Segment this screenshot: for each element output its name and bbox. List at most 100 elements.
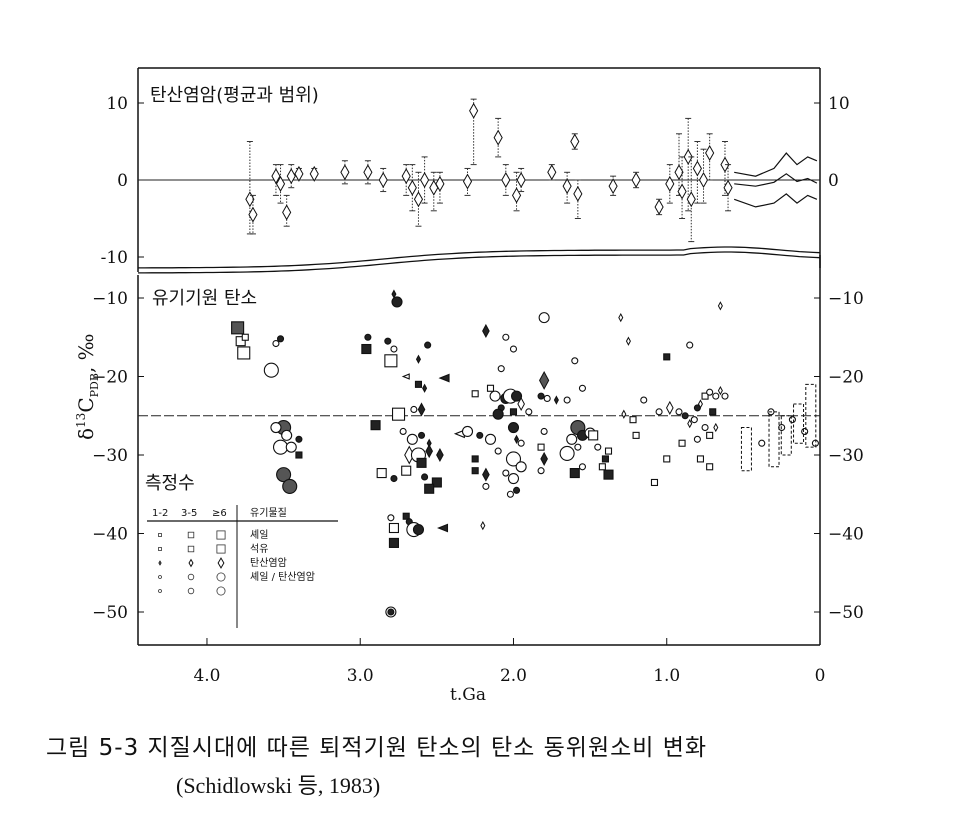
- carbonate-mean-point: [723, 179, 733, 196]
- organic-point-diamond: [713, 422, 719, 433]
- organic-point-square: [701, 392, 709, 400]
- organic-point-square: [486, 384, 495, 392]
- carbonate-panel-title: 탄산염암(평균과 범위): [150, 85, 319, 106]
- carbonate-mean-point: [275, 175, 286, 192]
- organic-point-square: [416, 457, 427, 468]
- organic-point-square: [424, 483, 435, 494]
- organic-right-y-tick-label: −50: [828, 603, 864, 623]
- organic-y-tick-label: −50: [92, 603, 128, 623]
- organic-point-circle: [295, 435, 303, 443]
- organic-point-diamond: [539, 370, 550, 390]
- organic-point-circle: [276, 467, 292, 483]
- organic-point-circle: [272, 339, 280, 348]
- carbonate-mean-point: [363, 164, 373, 181]
- organic-point-circle: [364, 333, 372, 341]
- carbonate-mean-point: [683, 148, 693, 165]
- organic-point-circle: [563, 396, 571, 404]
- organic-point-diamond: [553, 395, 559, 405]
- carbonate-mean-point: [469, 102, 479, 119]
- organic-y-tick-label: −30: [92, 446, 128, 466]
- organic-point-circle: [758, 439, 766, 447]
- carbonate-mean-point: [294, 165, 304, 182]
- organic-point-circle: [421, 473, 429, 481]
- organic-point-circle: [512, 486, 521, 494]
- organic-point-circle: [505, 451, 522, 467]
- legend-symbol-square: [216, 544, 226, 554]
- x-axis: 4.0 3.0 2.0 1.0 0: [193, 638, 825, 686]
- organic-point-circle: [492, 408, 504, 420]
- carbonate-mean-point: [501, 171, 511, 189]
- top-right-y-tick-label: 10: [828, 94, 850, 114]
- organic-point-diamond: [665, 400, 674, 415]
- organic-point-circle: [482, 482, 490, 490]
- organic-point-circle: [543, 394, 551, 403]
- carbonate-mean-point: [516, 171, 526, 189]
- organic-right-y-tick-label: −20: [828, 368, 864, 388]
- figure-caption: 그림 5-3 지질시대에 따른 퇴적기원 탄소의 탄소 동위원소비 변화: [46, 735, 708, 761]
- carbonate-mean-point: [511, 187, 522, 204]
- organic-point-circle: [571, 357, 579, 365]
- organic-point-diamond: [717, 301, 723, 311]
- organic-right-y-tick-label: −40: [828, 525, 864, 545]
- organic-point-circle: [566, 433, 578, 445]
- carbonate-mean-point: [286, 168, 296, 185]
- legend-symbol-square: [158, 533, 162, 537]
- organic-point-square: [629, 416, 637, 424]
- organic-point-circle: [640, 396, 648, 404]
- organic-point-circle: [506, 490, 514, 498]
- top-y-tick-label: -10: [101, 248, 128, 268]
- legend-symbol-square: [187, 545, 195, 553]
- axis-break-line-upper: [138, 246, 821, 269]
- organic-point-square: [471, 467, 479, 475]
- legend-symbol-square: [187, 531, 195, 539]
- legend-type-header: 유기물질: [250, 507, 287, 519]
- organic-point-square: [401, 465, 412, 476]
- carbonate-mean-point: [401, 168, 411, 185]
- organic-point-square: [471, 455, 479, 463]
- organic-recent-range-box: [768, 411, 780, 468]
- carbonate-mean-point: [340, 164, 350, 181]
- organic-point-diamond: [625, 336, 631, 346]
- organic-point-circle: [517, 439, 525, 447]
- organic-point-square: [361, 343, 372, 355]
- organic-point-circle: [525, 408, 533, 416]
- organic-point-circle: [507, 472, 520, 485]
- organic-point-square: [471, 390, 479, 398]
- organic-point-diamond: [621, 409, 627, 419]
- legend-count-1-2: 1-2: [152, 508, 168, 519]
- y-axis-label: δ13CPDB, ‰: [74, 333, 101, 440]
- organic-point-circle: [538, 312, 550, 324]
- organic-point-circle: [270, 421, 282, 434]
- organic-point-circle: [476, 431, 484, 439]
- organic-point-square: [537, 443, 545, 451]
- x-tick-label: 0: [815, 666, 826, 686]
- organic-point-circle: [537, 392, 545, 400]
- carbonate-panel: 탄산염암(평균과 범위) 10 0 -10 10 0: [101, 85, 850, 268]
- organic-point-circle: [484, 433, 497, 445]
- organic-point-diamond: [717, 385, 723, 396]
- organic-point-circle: [390, 474, 398, 483]
- organic-point-square: [241, 333, 249, 341]
- organic-point-square: [388, 522, 399, 534]
- carbonate-mean-point: [407, 179, 417, 196]
- figure-citation: (Schidlowski 등, 1983): [176, 773, 381, 798]
- legend-symbol-circle: [216, 586, 226, 596]
- organic-point-circle: [540, 427, 548, 436]
- legend-symbol-circle: [187, 587, 195, 595]
- organic-point-square: [376, 468, 387, 479]
- organic-point-circle: [399, 427, 407, 436]
- organic-point-square: [706, 463, 714, 471]
- carbonate-mean-point: [720, 156, 730, 173]
- organic-point-square: [384, 354, 398, 368]
- x-axis-label: t.Ga: [450, 685, 486, 705]
- organic-point-circle: [701, 423, 709, 432]
- organic-point-square: [709, 408, 717, 416]
- organic-point-diamond: [417, 402, 426, 417]
- organic-point-triangle: [437, 523, 449, 533]
- organic-point-circle: [387, 514, 395, 522]
- organic-point-circle: [578, 463, 586, 471]
- carbonate-mean-point: [435, 175, 445, 192]
- organic-recent-range-box: [780, 415, 792, 456]
- axis-break-line-lower: [138, 251, 821, 274]
- isotope-chart: 탄산염암(평균과 범위) 10 0 -10 10 0 유기기원 탄소 −10 −20 −30…: [74, 67, 864, 705]
